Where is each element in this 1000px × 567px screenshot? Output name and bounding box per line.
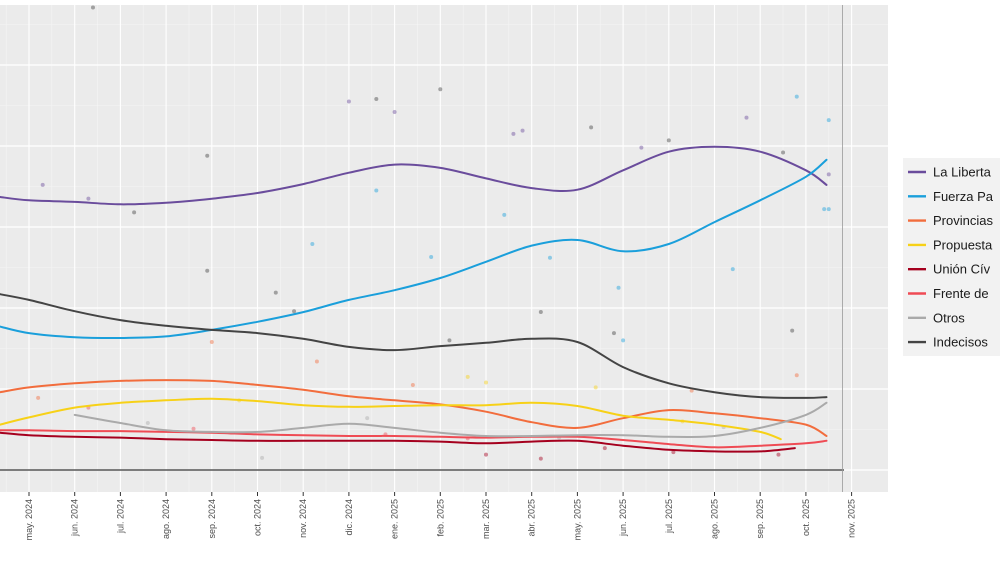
poll-point [671,450,676,455]
x-tick-label: ago. 2024 [161,499,171,539]
x-tick-label: jun. 2025 [618,499,628,537]
poll-point [447,338,452,343]
x-tick-label: ene. 2025 [390,499,400,539]
poll-point [822,207,827,212]
poll-point [365,416,370,421]
trend-line-frente-de-izquierda [0,429,828,449]
x-tick-label: sep. 2025 [755,499,765,539]
x-tick-label: jun. 2024 [70,499,80,537]
trend-line-uni-n-c-vica-radical [0,431,796,453]
poll-point [374,188,379,193]
poll-point [438,87,443,92]
poll-point [392,109,397,114]
poll-point [36,395,41,400]
x-tick-label: mar. 2025 [481,499,491,539]
poll-point [484,452,488,457]
trend-line-indecisos [0,293,828,399]
grid-major [0,5,888,492]
poll-point [781,150,786,155]
poll-point [776,452,781,457]
x-tick-label: jul. 2024 [115,499,125,534]
poll-point [547,255,552,260]
poll-point [209,340,214,345]
poll-point [520,128,525,133]
poll-point [611,331,616,336]
poll-point [689,388,694,393]
x-axis: may. 2024 jun. 2024 jul. 2024 ago. 2024 sep.… [24,492,857,540]
poll-point [292,309,297,314]
x-tick-label: oct. 2025 [801,499,811,536]
legend-background [903,158,1000,356]
poll-point [410,382,415,387]
poll-point [826,207,831,212]
poll-point [538,456,543,461]
legend-label: Frente de [933,286,989,301]
legend-label: Unión Cív [933,262,991,277]
poll-point [310,242,315,247]
poll-point [374,97,379,102]
poll-point [132,210,137,215]
legend-label: Fuerza Pa [933,189,994,204]
poll-point [314,359,319,364]
poll-point [744,115,749,120]
poll-point [191,426,196,431]
poll-point [90,5,95,10]
x-tick-label: may. 2025 [572,499,582,540]
poll-point [621,338,626,343]
x-tick-label: sep. 2024 [207,499,217,539]
poll-point [40,182,45,187]
x-tick-label: abr. 2025 [527,499,537,537]
plot-background [0,5,888,492]
poll-point [511,131,516,136]
trend-line-la-libertad-avanza [0,145,828,206]
x-tick-label: ago. 2025 [710,499,720,539]
x-tick-label: feb. 2025 [435,499,445,537]
poll-point [145,421,150,426]
poll-point [429,254,434,259]
poll-point [465,374,470,379]
poll-point [86,196,91,201]
poll-point [502,212,507,217]
x-tick-label: jul. 2025 [664,499,674,534]
x-tick-label: may. 2024 [24,499,34,540]
poll-point [730,267,735,272]
legend-label: Otros [933,310,965,325]
legend-label: Indecisos [933,335,988,350]
poll-point [666,138,671,143]
poll-point [790,328,795,333]
poll-point [794,373,799,378]
poll-point [826,118,831,123]
poll-point [794,94,799,99]
reference-lines [0,5,844,492]
x-tick-label: oct. 2024 [253,499,263,536]
poll-point [589,125,594,130]
trend-line-propuesta-republicana [0,397,782,441]
poll-point [593,385,598,390]
poll-point [826,172,831,177]
x-tick-label: dic. 2024 [344,499,354,536]
poll-point [346,99,351,104]
trend-line-otros [73,401,828,438]
trend-lines [0,145,828,453]
legend-label: Provincias [933,213,993,228]
legend-label: Propuesta [933,237,993,252]
poll-points [36,5,831,461]
legend: La Liberta Fuerza Pa Provincias Propuesta Un… [903,158,1000,356]
trend-line-provincias-unidas [0,379,828,437]
legend-label: La Liberta [933,165,992,180]
poll-point [273,290,278,295]
poll-point [484,380,488,385]
poll-point [602,446,607,451]
poll-point [616,285,621,290]
trend-line-fuerza-patria [0,158,828,340]
poll-point [538,310,543,315]
poll-point [639,145,644,150]
poll-point [205,153,210,158]
poll-point [205,268,210,273]
x-tick-label: nov. 2025 [847,499,857,538]
poll-point [260,455,265,460]
x-tick-label: nov. 2024 [298,499,308,538]
